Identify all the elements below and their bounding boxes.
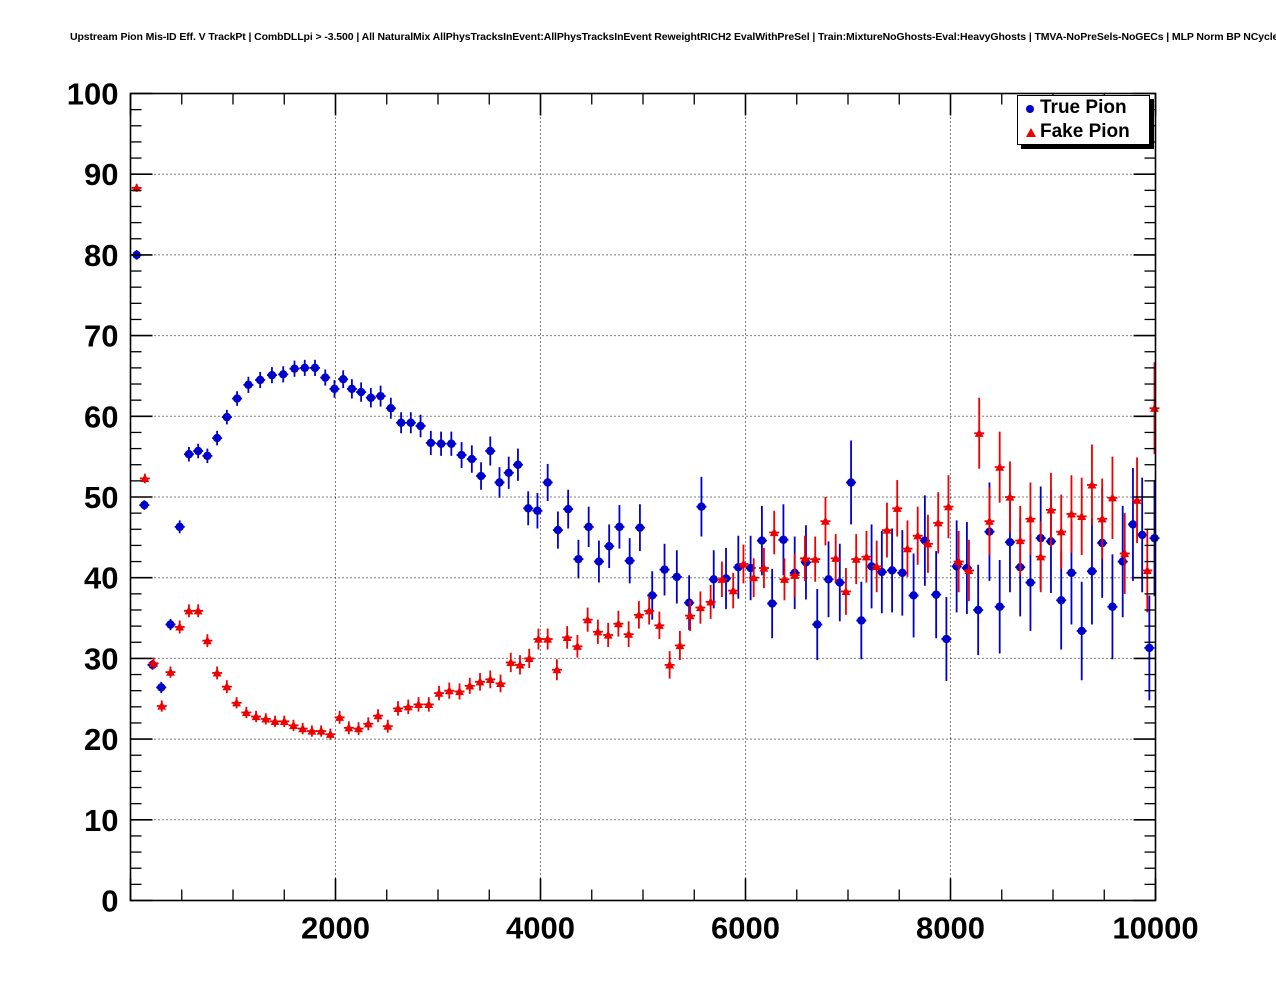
y-tick-label: 40: [84, 561, 118, 596]
series-true-pion: [131, 250, 1160, 701]
y-tick-label: 90: [84, 157, 118, 192]
x-tick-label: 8000: [916, 911, 985, 946]
x-tick-label: 6000: [711, 911, 780, 946]
x-tick-label: 2000: [301, 911, 370, 946]
legend-label-fake-pion: Fake Pion: [1040, 121, 1130, 142]
series-fake-pion: [131, 183, 1160, 740]
legend-label-true-pion: True Pion: [1040, 97, 1127, 118]
fake-pion-marker-icon: [1023, 123, 1039, 141]
y-tick-label: 60: [84, 399, 118, 434]
x-tick-label: 4000: [506, 911, 575, 946]
true-pion-marker-icon: [1023, 99, 1039, 117]
axis-ticks: [129, 92, 1157, 902]
legend-entry-fake-pion[interactable]: Fake Pion: [1023, 119, 1130, 144]
y-tick-label: 50: [84, 480, 118, 515]
y-tick-label: 30: [84, 641, 118, 676]
legend[interactable]: True Pion Fake Pion: [1017, 95, 1150, 145]
chart-title: Upstream Pion Mis-ID Eff. V TrackPt | Co…: [70, 31, 1276, 43]
axis-tick-labels: 0 10 20 30 40 50 60 70 80 90 100 2000 4000 6000 8000 10…: [67, 77, 1199, 946]
legend-entry-true-pion[interactable]: True Pion: [1023, 95, 1127, 120]
y-tick-label: 70: [84, 319, 118, 354]
y-tick-label: 20: [84, 722, 118, 757]
y-tick-label: 10: [84, 803, 118, 838]
y-tick-label: 0: [101, 884, 118, 919]
y-tick-label: 100: [67, 77, 119, 112]
x-tick-label: 10000: [1112, 911, 1198, 946]
grid-lines: [130, 93, 1156, 901]
y-tick-label: 80: [84, 238, 118, 273]
